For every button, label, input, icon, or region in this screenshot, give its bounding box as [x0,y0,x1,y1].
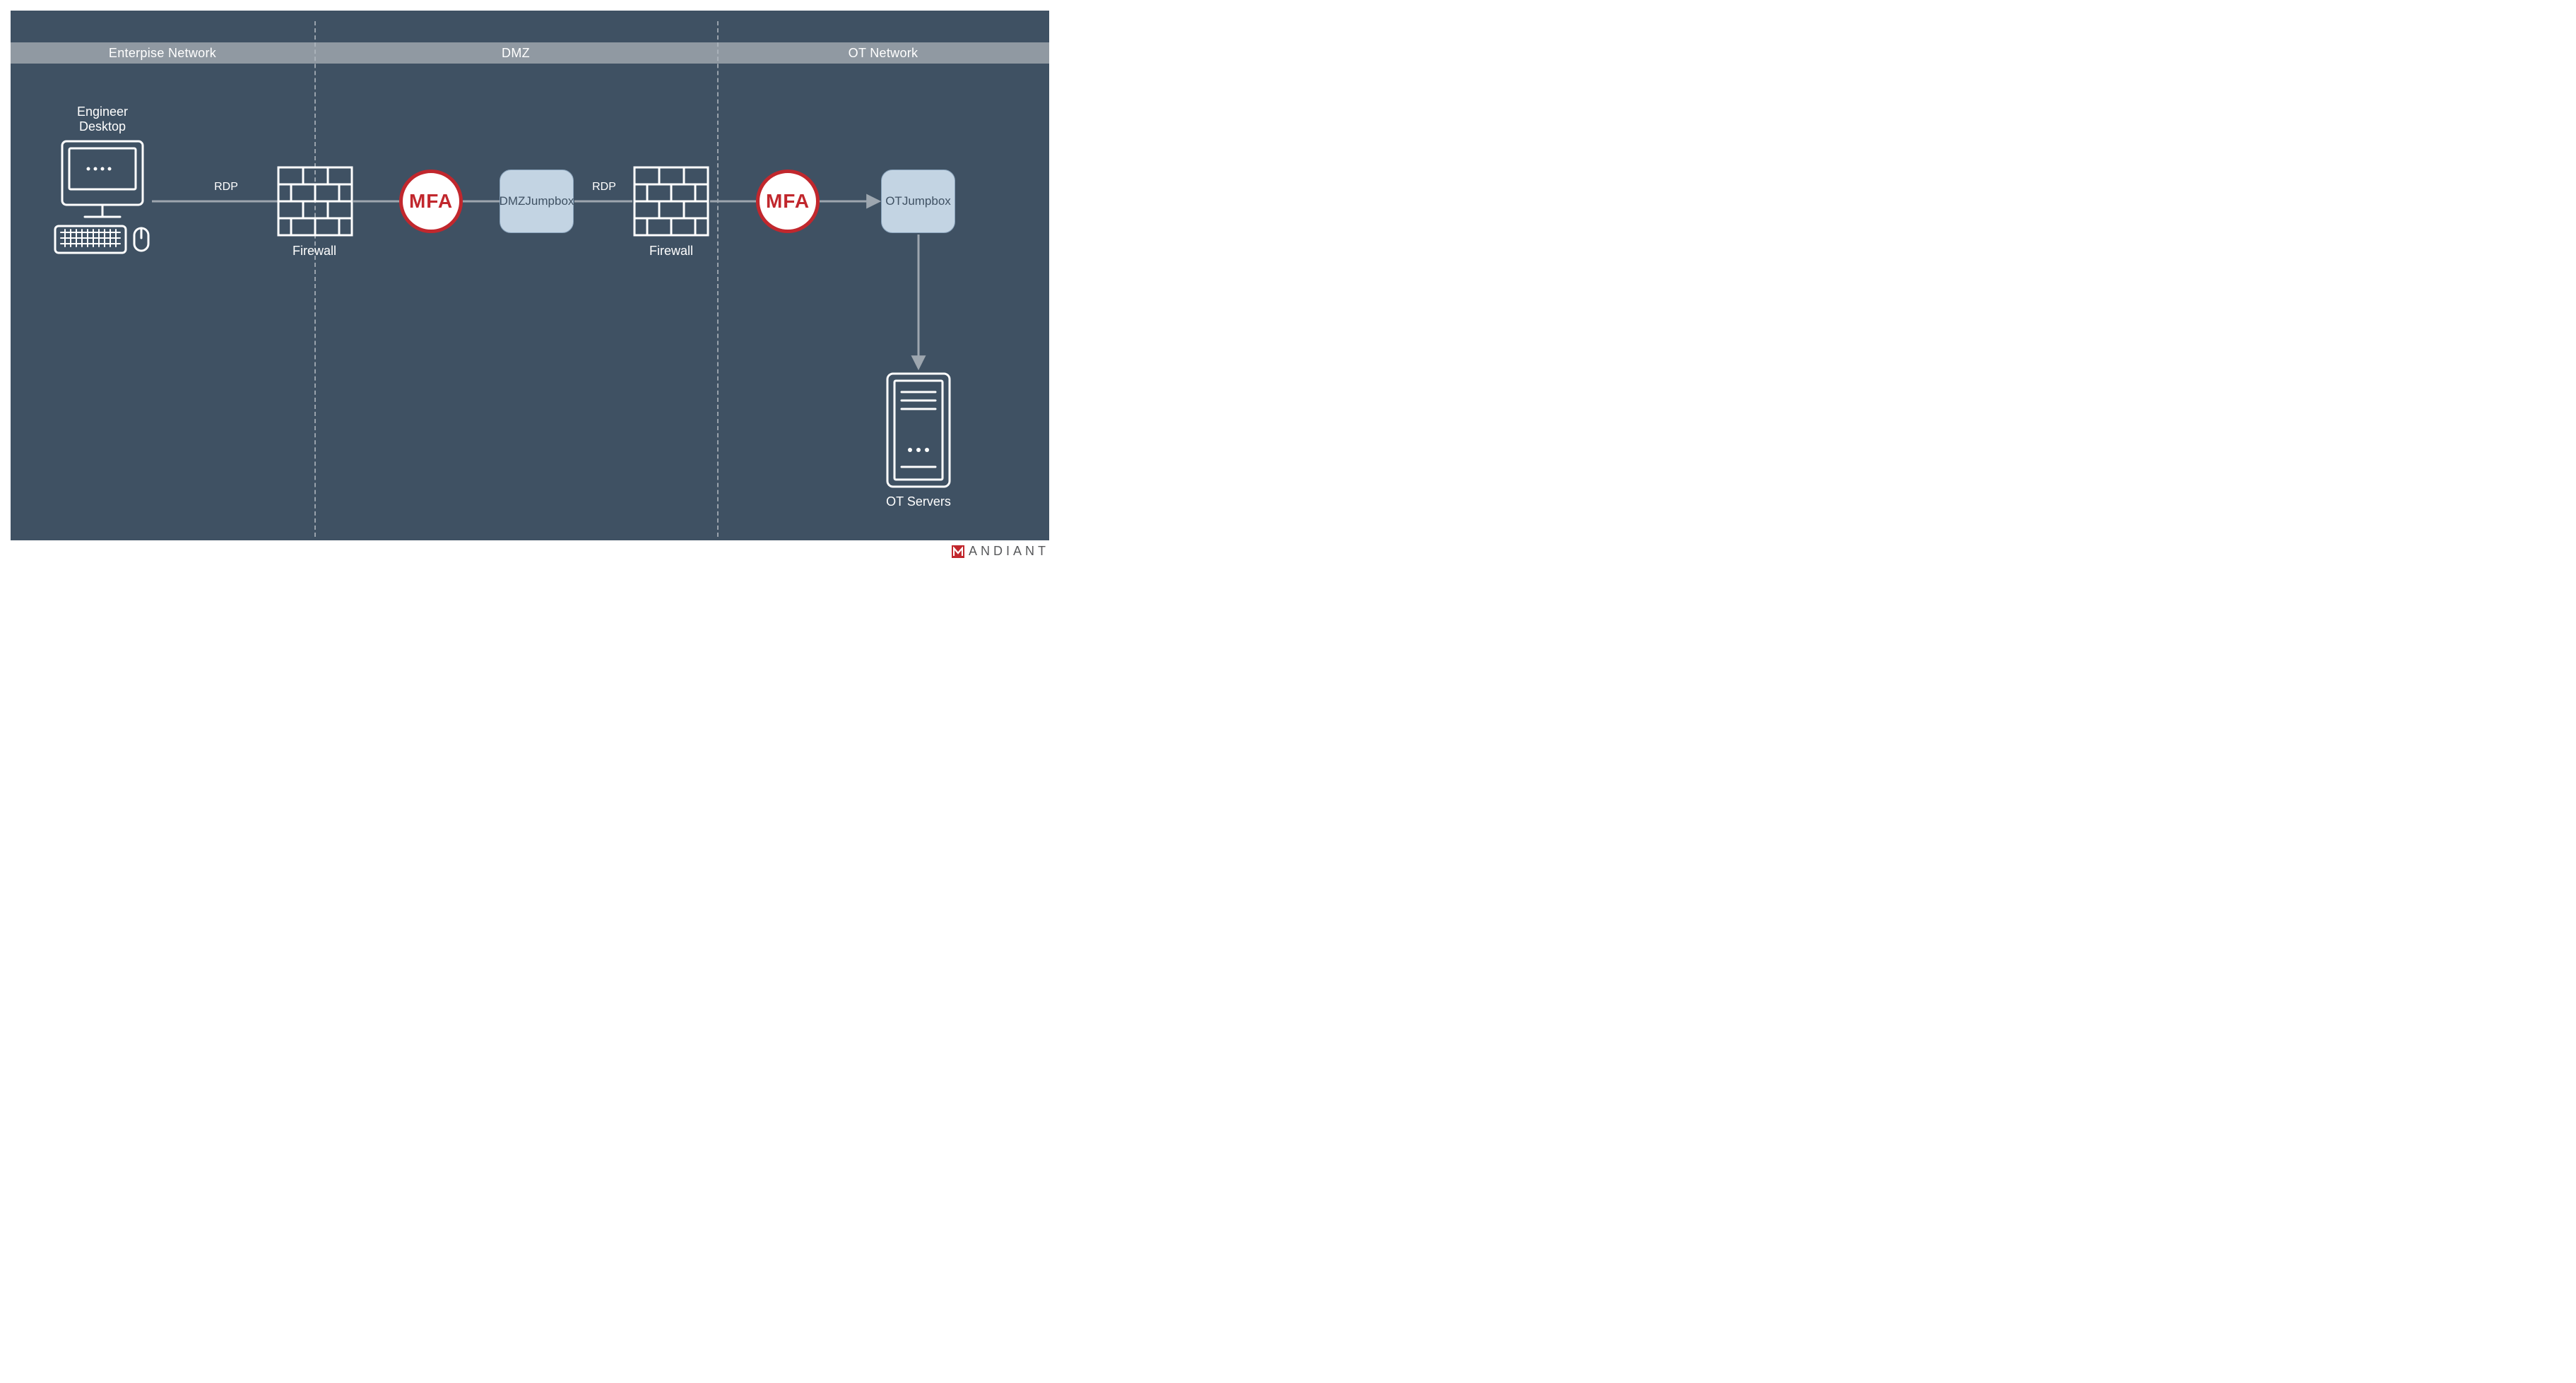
dmz-jumpbox: DMZ Jumpbox [500,170,574,233]
mfa-1-text: MFA [409,190,453,213]
mfa-2-badge: MFA [756,170,820,233]
firewall-2-icon [633,166,709,237]
edge-label-rdp-2: RDP [583,181,625,194]
firewall-1-icon [277,166,353,237]
firewall-2-label: Firewall [636,244,707,259]
brand-text: ANDIANT [969,544,1049,559]
desktop-label-line2: Desktop [79,119,126,133]
ot-jumpbox-line1: OT [885,194,902,208]
ot-jumpbox-line2: Jumpbox [902,194,951,208]
dmz-jumpbox-line2: Jumpbox [525,194,574,208]
mfa-1-badge: MFA [399,170,463,233]
brand-logo-icon [952,545,964,558]
mfa-2-text: MFA [766,190,810,213]
ot-jumpbox: OT Jumpbox [881,170,955,233]
server-icon [885,371,952,491]
footer-brand: ANDIANT [952,544,1049,559]
desktop-label: Engineer Desktop [67,105,138,133]
diagram-canvas: Enterpise Network DMZ OT Network RDP RDP [0,0,1060,562]
ot-servers-label: OT Servers [876,494,961,509]
firewall-1-label: Firewall [279,244,350,259]
dmz-jumpbox-line1: DMZ [500,194,526,208]
desktop-label-line1: Engineer [77,105,128,119]
desktop-icon [49,138,155,258]
edge-label-rdp-1: RDP [205,181,247,194]
